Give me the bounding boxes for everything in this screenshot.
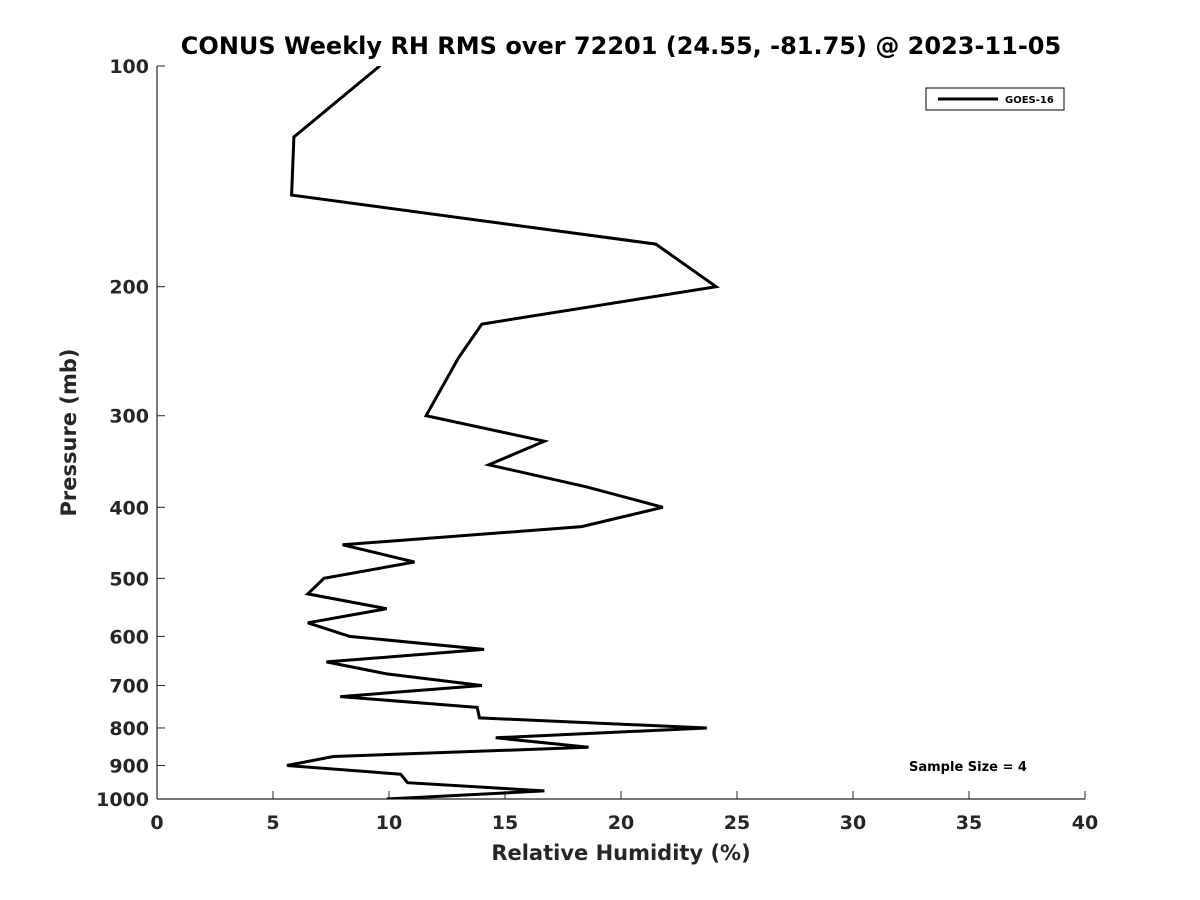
y-tick-label: 300 bbox=[109, 406, 149, 428]
sample-size-annotation: Sample Size = 4 bbox=[909, 760, 1027, 775]
y-tick-label: 100 bbox=[109, 56, 149, 78]
x-tick-label: 30 bbox=[840, 812, 866, 834]
x-tick-label: 5 bbox=[266, 812, 279, 834]
y-tick-label: 900 bbox=[109, 755, 149, 777]
legend-label-goes-16: GOES-16 bbox=[1005, 95, 1054, 106]
y-tick-label: 1000 bbox=[96, 789, 149, 811]
x-tick-label: 35 bbox=[956, 812, 982, 834]
x-tick-label: 25 bbox=[724, 812, 750, 834]
series-line-goes-16 bbox=[286, 66, 720, 799]
y-tick-label: 600 bbox=[109, 626, 149, 648]
y-tick-label: 800 bbox=[109, 718, 149, 740]
y-tick-label: 500 bbox=[109, 568, 149, 590]
y-tick-label: 200 bbox=[109, 277, 149, 299]
x-tick-label: 20 bbox=[608, 812, 634, 834]
x-tick-label: 0 bbox=[150, 812, 163, 834]
axes bbox=[156, 66, 1085, 800]
y-axis-label: Pressure (mb) bbox=[57, 349, 81, 517]
y-tick-label: 400 bbox=[109, 497, 149, 519]
x-axis-label: Relative Humidity (%) bbox=[491, 841, 750, 865]
x-tick-label: 15 bbox=[492, 812, 518, 834]
chart-title: CONUS Weekly RH RMS over 72201 (24.55, -… bbox=[181, 32, 1061, 60]
x-tick-label: 10 bbox=[376, 812, 402, 834]
series-layer bbox=[286, 66, 720, 799]
x-tick-label: 40 bbox=[1072, 812, 1098, 834]
y-tick-label: 700 bbox=[109, 675, 149, 697]
legend: GOES-16 bbox=[925, 87, 1065, 111]
ticks: 0 5 10 15 20 25 30 35 40 100 200 300 400 500 600 700 800… bbox=[96, 56, 1098, 834]
